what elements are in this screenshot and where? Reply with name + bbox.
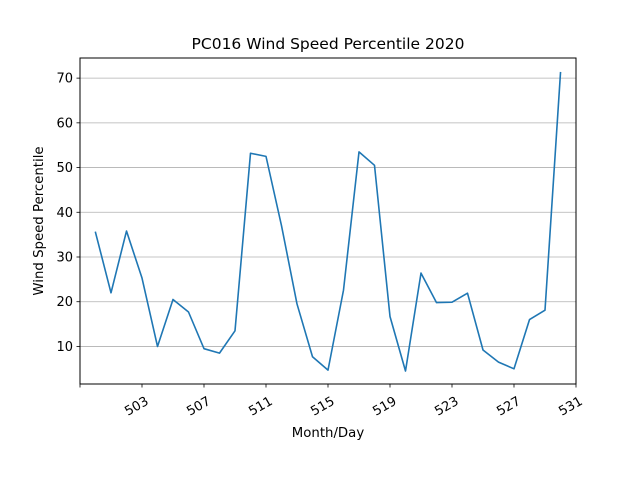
data-point	[296, 303, 298, 305]
data-point	[373, 164, 375, 166]
series-line	[94, 71, 562, 372]
data-point	[559, 72, 561, 74]
y-tick-label: 60	[56, 116, 73, 131]
data-point	[513, 368, 515, 370]
data-point	[497, 361, 499, 363]
data-point	[342, 289, 344, 291]
data-point	[466, 292, 468, 294]
data-point	[110, 292, 112, 294]
data-point	[280, 224, 282, 226]
data-point	[389, 315, 391, 317]
data-point	[234, 330, 236, 332]
data-point	[218, 352, 220, 354]
data-point	[172, 298, 174, 300]
data-point	[404, 370, 406, 372]
y-tick-label: 40	[56, 206, 73, 221]
x-axis-label: Month/Day	[292, 426, 365, 441]
data-point	[420, 272, 422, 274]
data-point	[528, 318, 530, 320]
chart-title: PC016 Wind Speed Percentile 2020	[192, 35, 465, 53]
data-point	[327, 369, 329, 371]
data-point	[94, 231, 96, 233]
y-tick-label: 70	[56, 72, 73, 87]
y-tick-label: 50	[56, 161, 73, 176]
data-point	[141, 277, 143, 279]
data-point	[125, 230, 127, 232]
data-point	[203, 347, 205, 349]
data-point	[187, 311, 189, 313]
data-point	[265, 155, 267, 157]
data-point	[358, 151, 360, 153]
data-point	[544, 309, 546, 311]
data-point	[249, 152, 251, 154]
gridlines	[80, 77, 576, 347]
y-tick-label: 10	[56, 340, 73, 355]
data-point	[435, 301, 437, 303]
y-axis-label: Wind Speed Percentile	[32, 146, 47, 295]
y-tick-label: 20	[56, 295, 73, 310]
data-point	[311, 356, 313, 358]
data-point	[451, 301, 453, 303]
data-point	[482, 349, 484, 351]
data-point	[156, 345, 158, 347]
series-layer	[94, 71, 562, 372]
y-tick-label: 30	[56, 250, 73, 265]
